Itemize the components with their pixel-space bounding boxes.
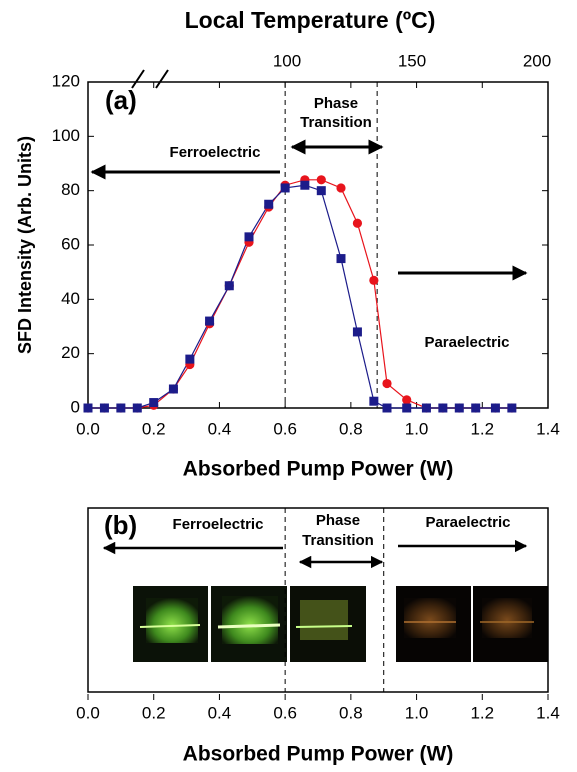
data-point (454, 403, 464, 413)
data-point (99, 403, 109, 413)
data-point (300, 180, 310, 190)
data-point (402, 395, 412, 405)
data-point (352, 218, 363, 228)
x-tick-label: 1.0 (405, 703, 429, 722)
y-tick-label: 60 (61, 234, 80, 253)
data-point (149, 398, 159, 408)
x2-tick-label: 200 (523, 51, 551, 70)
data-point (382, 378, 392, 389)
data-point (185, 354, 195, 364)
x-tick-label: 0.8 (339, 703, 363, 722)
fit-line (88, 179, 512, 409)
data-point (369, 275, 379, 285)
x-tick-label: 0.2 (142, 703, 166, 722)
y-tick-label: 120 (52, 71, 80, 90)
x-tick-label: 0.8 (339, 419, 363, 438)
annotation: Phase (316, 512, 360, 529)
x-tick-label: 0.6 (273, 703, 297, 722)
annotation: Phase (314, 95, 358, 112)
y-tick-label: 80 (61, 180, 80, 199)
data-point (316, 186, 326, 196)
fit-line (88, 184, 512, 409)
data-point (352, 327, 362, 337)
x-tick-label: 0.2 (142, 419, 166, 438)
y-tick-label: 0 (71, 397, 80, 416)
y-tick-label: 20 (61, 343, 80, 362)
x-tick-label: 1.4 (536, 703, 560, 722)
arrows-a (90, 139, 528, 281)
data-point (336, 254, 346, 264)
y-tick-label: 40 (61, 289, 80, 308)
data-point (83, 403, 93, 413)
arrows-b (102, 539, 528, 569)
data-point (369, 396, 379, 406)
annotation: Ferroelectric (170, 144, 261, 161)
axis-break (131, 69, 169, 89)
x2-tick-label: 150 (398, 51, 426, 70)
data-point (507, 403, 517, 413)
data-point (224, 281, 234, 291)
data-point (264, 199, 274, 209)
annotation: Paraelectric (424, 334, 509, 351)
plot-frame (87, 507, 549, 693)
data-point (244, 232, 254, 242)
data-point (490, 403, 500, 413)
data-point (438, 403, 448, 413)
annotation: (b) (104, 510, 137, 540)
x-tick-label: 0.4 (208, 419, 232, 438)
y-tick-label: 100 (52, 126, 80, 145)
annotation: Ferroelectric (173, 516, 264, 533)
x-tick-label: 1.2 (470, 419, 494, 438)
x-tick-label: 1.0 (405, 419, 429, 438)
x-tick-label: 0.0 (76, 419, 100, 438)
annotation: Transition (302, 532, 374, 549)
annotation: Transition (300, 114, 372, 131)
data-point (116, 403, 126, 413)
data-point (421, 403, 431, 413)
annotation: (a) (105, 85, 137, 115)
x-tick-label: 0.4 (208, 703, 232, 722)
data-point (280, 183, 290, 193)
annotation: Paraelectric (425, 514, 510, 531)
images-b (133, 586, 548, 662)
x-tick-label: 0.0 (76, 703, 100, 722)
x-tick-label: 0.6 (273, 419, 297, 438)
data-point (402, 403, 412, 413)
x-tick-label: 1.2 (470, 703, 494, 722)
data-point (382, 403, 392, 413)
x2-tick-label: 100 (273, 51, 301, 70)
x-tick-label: 1.4 (536, 419, 560, 438)
data-point (471, 403, 481, 413)
data-point (132, 403, 142, 413)
x-axis-title: Absorbed Pump Power (W) (183, 743, 454, 766)
x-axis-title: Absorbed Pump Power (W) (183, 458, 454, 481)
data-point (336, 183, 346, 193)
data-point (205, 316, 215, 326)
data-point (316, 175, 326, 185)
y-axis-title: SFD Intensity (Arb. Units) (15, 136, 35, 354)
data-point (168, 384, 178, 394)
x2-axis-title: Local Temperature (ºC) (185, 7, 436, 33)
